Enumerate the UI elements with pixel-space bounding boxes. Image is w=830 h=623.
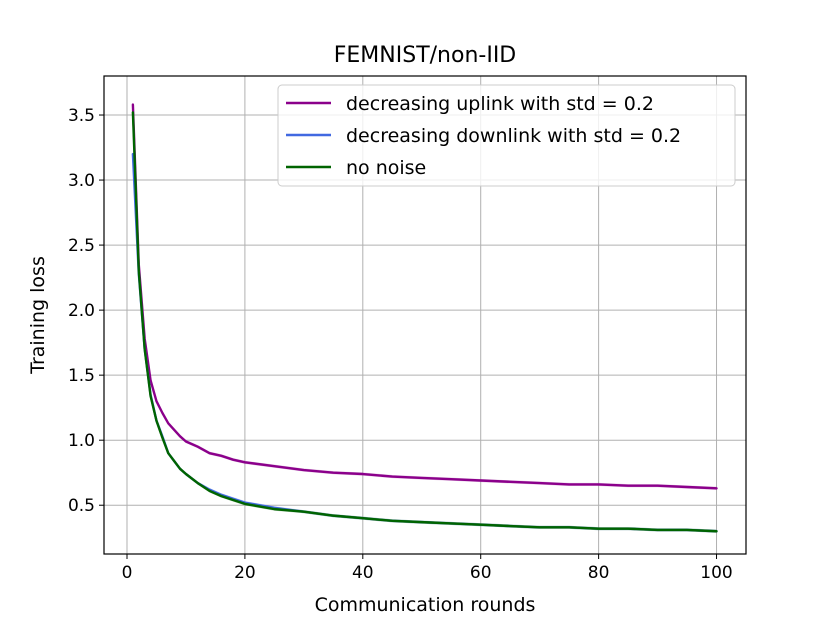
x-tick-label: 20 bbox=[234, 563, 256, 583]
x-tick-label: 80 bbox=[588, 563, 610, 583]
plot-frame bbox=[103, 75, 747, 555]
series-3 bbox=[131, 110, 718, 533]
legend-frame bbox=[277, 84, 736, 187]
legend-label-1: decreasing uplink with std = 0.2 bbox=[346, 93, 654, 115]
ticks: 0 20 40 60 80 100 0.5 1.0 1.5 2.0 2.5 3.0 3.5 bbox=[68, 106, 733, 583]
x-tick-label: 40 bbox=[352, 563, 374, 583]
x-tick-label: 100 bbox=[700, 563, 732, 583]
legend-label-2: decreasing downlink with std = 0.2 bbox=[346, 125, 681, 147]
y-tick-label: 2.5 bbox=[68, 236, 95, 256]
x-tick-label: 0 bbox=[122, 563, 133, 583]
legend-label-3: no noise bbox=[346, 157, 426, 179]
series-layer bbox=[131, 103, 718, 533]
y-tick-label: 3.0 bbox=[68, 171, 95, 191]
x-tick-label: 60 bbox=[470, 563, 492, 583]
series-1-line bbox=[131, 103, 718, 490]
y-tick-label: 2.0 bbox=[68, 301, 95, 321]
y-axis-label: Training loss bbox=[27, 256, 49, 375]
legend: decreasing uplink with std = 0.2 decreasi… bbox=[277, 84, 736, 187]
series-3-line bbox=[131, 111, 718, 533]
y-tick-label: 0.5 bbox=[68, 496, 95, 516]
y-tick-label: 1.0 bbox=[68, 431, 95, 451]
y-tick-label: 3.5 bbox=[68, 106, 95, 126]
y-tick-label: 1.5 bbox=[68, 366, 95, 386]
x-axis-label: Communication rounds bbox=[315, 594, 536, 616]
legend-entries: decreasing uplink with std = 0.2 decreasi… bbox=[286, 93, 681, 179]
chart-title: FEMNIST/non-IID bbox=[334, 43, 517, 68]
series-1 bbox=[131, 103, 718, 490]
